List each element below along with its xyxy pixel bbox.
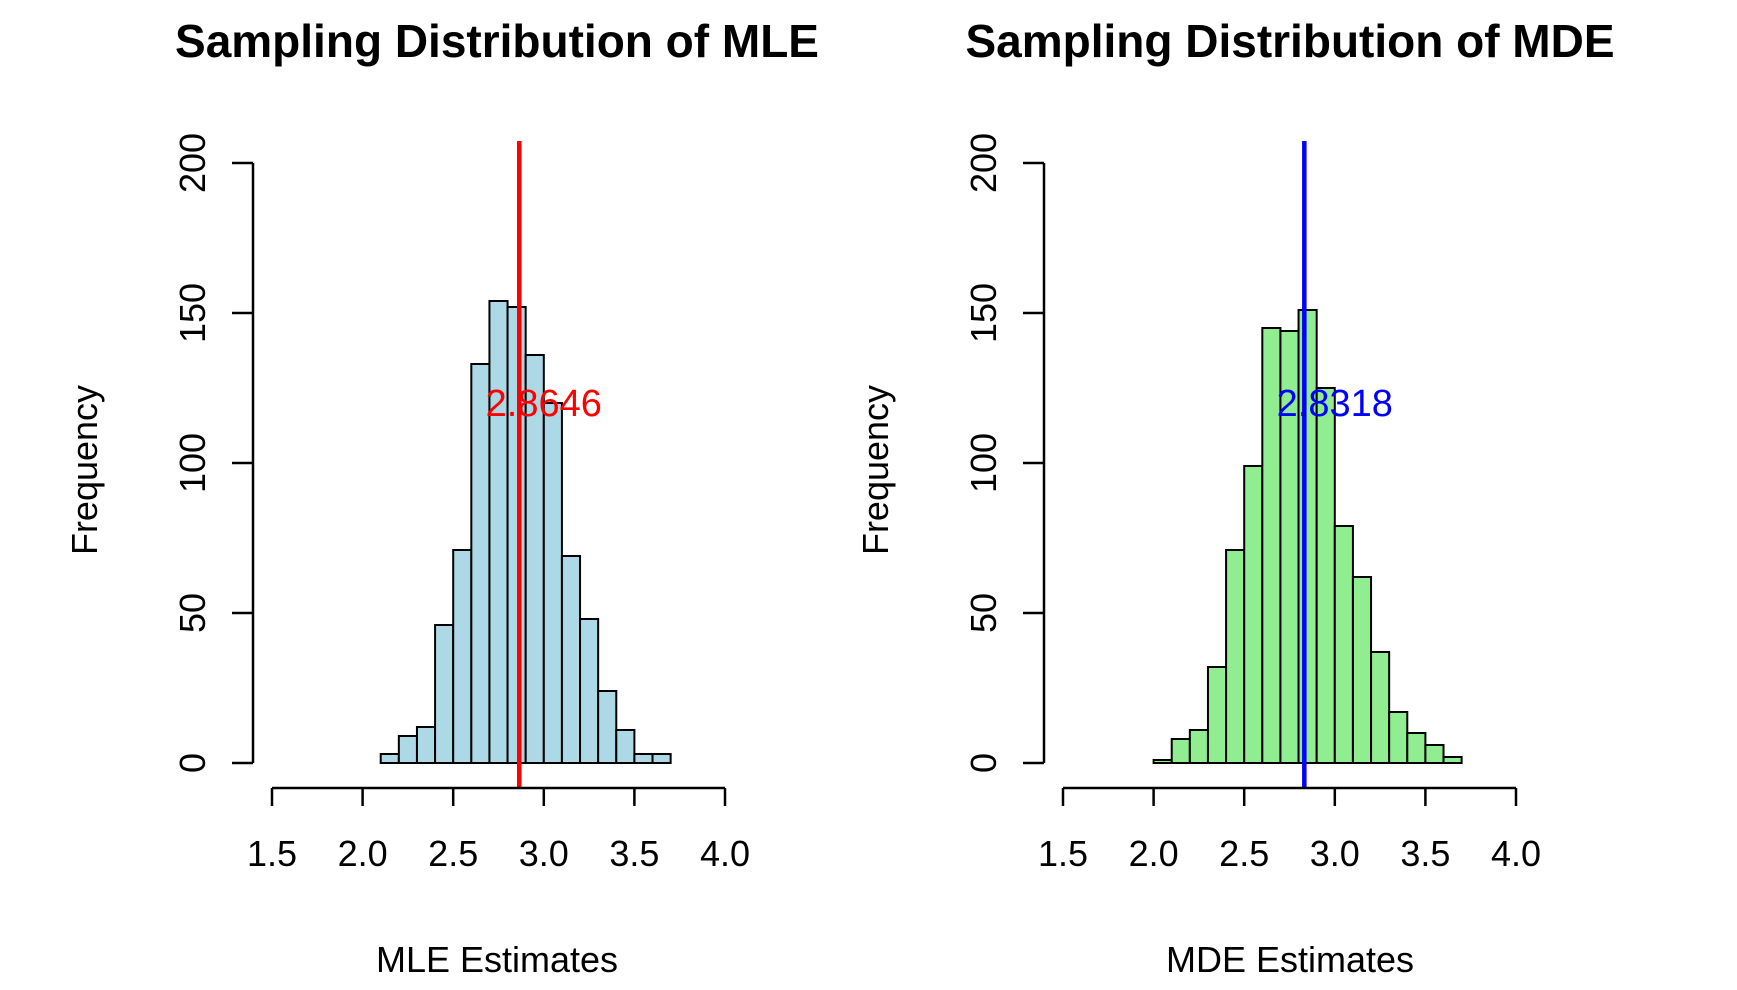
histogram-bar xyxy=(379,753,400,764)
histogram-bar xyxy=(452,549,473,764)
histogram-bar xyxy=(1188,729,1209,764)
x-tick-label: 3.0 xyxy=(519,833,569,874)
x-tick-label: 4.0 xyxy=(1491,833,1541,874)
histogram-bar xyxy=(397,735,418,764)
bars xyxy=(379,300,672,764)
y-axis-label: Frequency xyxy=(64,385,105,555)
annotation-layer: 2.8318 xyxy=(1277,383,1393,425)
y-tick-label: 0 xyxy=(963,753,1004,773)
x-tick-label: 4.0 xyxy=(700,833,750,874)
chart-title: Sampling Distribution of MDE xyxy=(965,15,1614,67)
histogram-bar xyxy=(488,300,509,764)
bars xyxy=(1152,309,1463,764)
y-tick-label: 0 xyxy=(172,753,213,773)
histogram-bar xyxy=(1424,744,1445,764)
x-tick-label: 1.5 xyxy=(1038,833,1088,874)
histogram-bar xyxy=(434,624,455,764)
histogram-bar xyxy=(1206,666,1228,764)
x-tick-label: 1.5 xyxy=(247,833,297,874)
histogram-bar xyxy=(1315,387,1336,764)
y-axis: 0 50 100 150 200 xyxy=(963,133,1046,773)
annotation-layer: 2.8646 xyxy=(486,383,602,425)
histogram-bar xyxy=(1370,651,1391,764)
histogram-bar xyxy=(1243,465,1264,764)
histogram-bar xyxy=(1225,549,1246,764)
histogram-bar xyxy=(1333,525,1354,764)
mde-histogram-panel: Sampling Distribution of MDE MDE Estimat… xyxy=(855,15,1615,980)
histogram-bar xyxy=(1351,576,1373,764)
y-tick-label: 150 xyxy=(963,283,1004,343)
mean-value-annotation: 2.8646 xyxy=(486,383,602,425)
histogram-bar xyxy=(415,726,437,764)
histogram-bar xyxy=(1406,732,1427,764)
histogram-bar xyxy=(633,753,654,764)
histogram-bar xyxy=(1152,759,1173,764)
histogram-bar xyxy=(651,753,672,764)
histogram-bar xyxy=(615,729,636,764)
x-tick-label: 2.0 xyxy=(338,833,388,874)
histogram-bar xyxy=(542,402,563,764)
y-tick-label: 100 xyxy=(172,433,213,493)
x-tick-label: 3.0 xyxy=(1310,833,1360,874)
x-tick-label: 2.5 xyxy=(1219,833,1269,874)
histogram-bar xyxy=(579,618,600,764)
y-tick-label: 50 xyxy=(172,593,213,633)
x-tick-label: 3.5 xyxy=(1400,833,1450,874)
y-tick-label: 200 xyxy=(172,133,213,193)
x-axis: 1.5 2.0 2.5 3.0 3.5 4.0 xyxy=(1038,786,1541,874)
y-axis: 0 50 100 150 200 xyxy=(172,133,255,773)
histogram-bar xyxy=(597,690,618,764)
histogram-bar xyxy=(1170,738,1191,764)
chart-title: Sampling Distribution of MLE xyxy=(175,15,819,67)
histogram-bar xyxy=(560,555,582,764)
y-tick-label: 100 xyxy=(963,433,1004,493)
histogram-bar xyxy=(506,306,527,764)
mle-histogram-panel: Sampling Distribution of MLE MLE Estimat… xyxy=(64,15,819,980)
histogram-bar xyxy=(1297,309,1318,764)
mean-value-annotation: 2.8318 xyxy=(1277,383,1393,425)
x-tick-label: 2.0 xyxy=(1129,833,1179,874)
x-tick-label: 3.5 xyxy=(609,833,659,874)
y-axis-label: Frequency xyxy=(855,385,896,555)
x-axis: 1.5 2.0 2.5 3.0 3.5 4.0 xyxy=(247,786,750,874)
y-tick-label: 150 xyxy=(172,283,213,343)
x-axis-label: MDE Estimates xyxy=(1166,939,1414,980)
histogram-bar xyxy=(1388,711,1409,764)
y-tick-label: 50 xyxy=(963,593,1004,633)
x-axis-label: MLE Estimates xyxy=(376,939,618,980)
y-tick-label: 200 xyxy=(963,133,1004,193)
x-tick-label: 2.5 xyxy=(428,833,478,874)
histogram-bar xyxy=(1442,756,1463,764)
